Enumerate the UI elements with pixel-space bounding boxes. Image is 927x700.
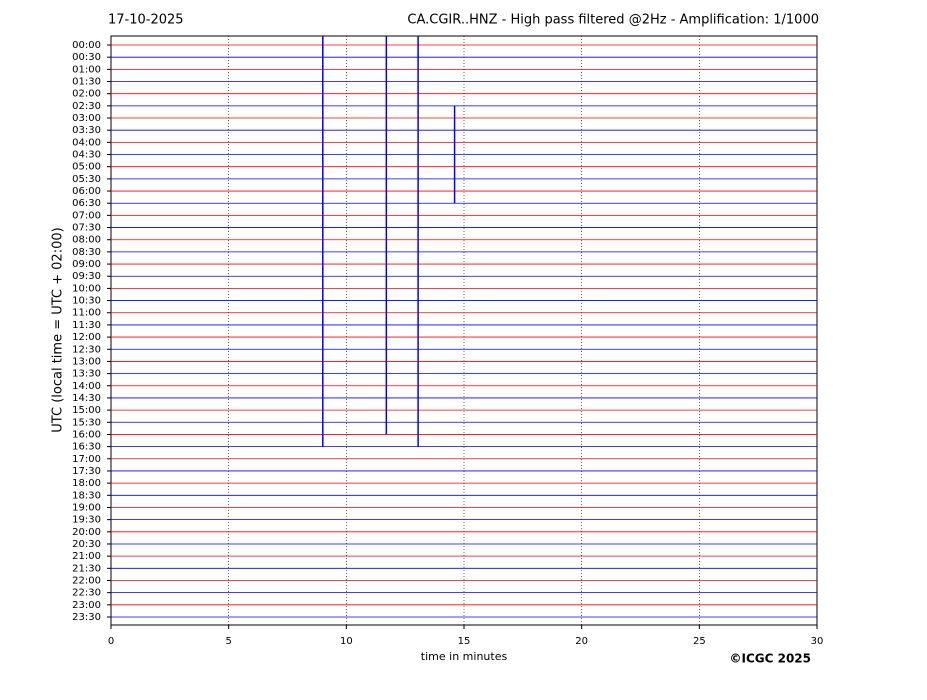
y-tick-label: 12:30: [72, 344, 101, 355]
y-tick-label: 17:00: [72, 454, 101, 465]
y-tick-label: 23:30: [72, 612, 101, 623]
y-tick-label: 08:30: [72, 247, 101, 258]
y-tick-label: 03:30: [72, 125, 101, 136]
y-tick-label: 04:30: [72, 150, 101, 161]
y-tick-label: 22:30: [72, 588, 101, 599]
y-tick-label: 13:00: [72, 356, 101, 367]
y-tick-label: 09:30: [72, 271, 101, 282]
x-tick-label: 25: [693, 636, 706, 647]
y-tick-label: 18:30: [72, 490, 101, 501]
y-tick-label: 11:00: [72, 308, 101, 319]
y-tick-label: 14:00: [72, 381, 101, 392]
y-tick-label: 21:30: [72, 563, 101, 574]
y-tick-label: 06:00: [72, 186, 101, 197]
y-tick-label: 05:00: [72, 162, 101, 173]
date: 17-10-2025: [108, 13, 184, 28]
y-tick-label: 21:00: [72, 551, 101, 562]
y-tick-label: 09:00: [72, 259, 101, 270]
y-tick-label: 12:00: [72, 332, 101, 343]
x-tick-label: 20: [575, 636, 588, 647]
y-tick-label: 16:30: [72, 442, 101, 453]
x-tick-label: 15: [458, 636, 471, 647]
y-tick-label: 23:00: [72, 600, 101, 611]
y-tick-label: 10:00: [72, 283, 101, 294]
y-tick-label: 15:30: [72, 417, 101, 428]
y-tick-label: 01:30: [72, 77, 101, 88]
y-tick-label: 08:00: [72, 235, 101, 246]
y-tick-label: 19:00: [72, 502, 101, 513]
x-tick-label: 5: [225, 636, 231, 647]
y-tick-label: 14:30: [72, 393, 101, 404]
x-tick-label: 30: [811, 636, 824, 647]
y-tick-label: 05:30: [72, 174, 101, 185]
y-tick-label: 02:30: [72, 101, 101, 112]
y-tick-label: 02:00: [72, 89, 101, 100]
credit: ©ICGC 2025: [729, 652, 811, 666]
y-tick-label: 20:30: [72, 539, 101, 550]
y-tick-label: 20:00: [72, 527, 101, 538]
y-tick-label: 22:00: [72, 575, 101, 586]
y-tick-label: 16:00: [72, 429, 101, 440]
y-tick-label: 03:00: [72, 113, 101, 124]
y-tick-label: 06:30: [72, 198, 101, 209]
y-axis-label: UTC (local time = UTC + 02:00): [51, 227, 66, 432]
y-tick-label: 13:30: [72, 369, 101, 380]
y-tick-label: 00:00: [72, 40, 101, 51]
y-tick-label: 19:30: [72, 515, 101, 526]
y-tick-label: 00:30: [72, 52, 101, 63]
y-tick-label: 18:00: [72, 478, 101, 489]
x-tick-label: 10: [340, 636, 353, 647]
x-axis-label: time in minutes: [421, 650, 508, 663]
x-tick-label: 0: [108, 636, 114, 647]
y-tick-label: 01:00: [72, 64, 101, 75]
chart-title: CA.CGIR..HNZ - High pass filtered @2Hz -…: [407, 13, 819, 28]
y-tick-label: 10:30: [72, 296, 101, 307]
y-tick-label: 07:00: [72, 210, 101, 221]
y-tick-label: 07:30: [72, 223, 101, 234]
y-tick-label: 17:30: [72, 466, 101, 477]
y-tick-label: 04:00: [72, 137, 101, 148]
y-tick-label: 11:30: [72, 320, 101, 331]
y-tick-label: 15:00: [72, 405, 101, 416]
